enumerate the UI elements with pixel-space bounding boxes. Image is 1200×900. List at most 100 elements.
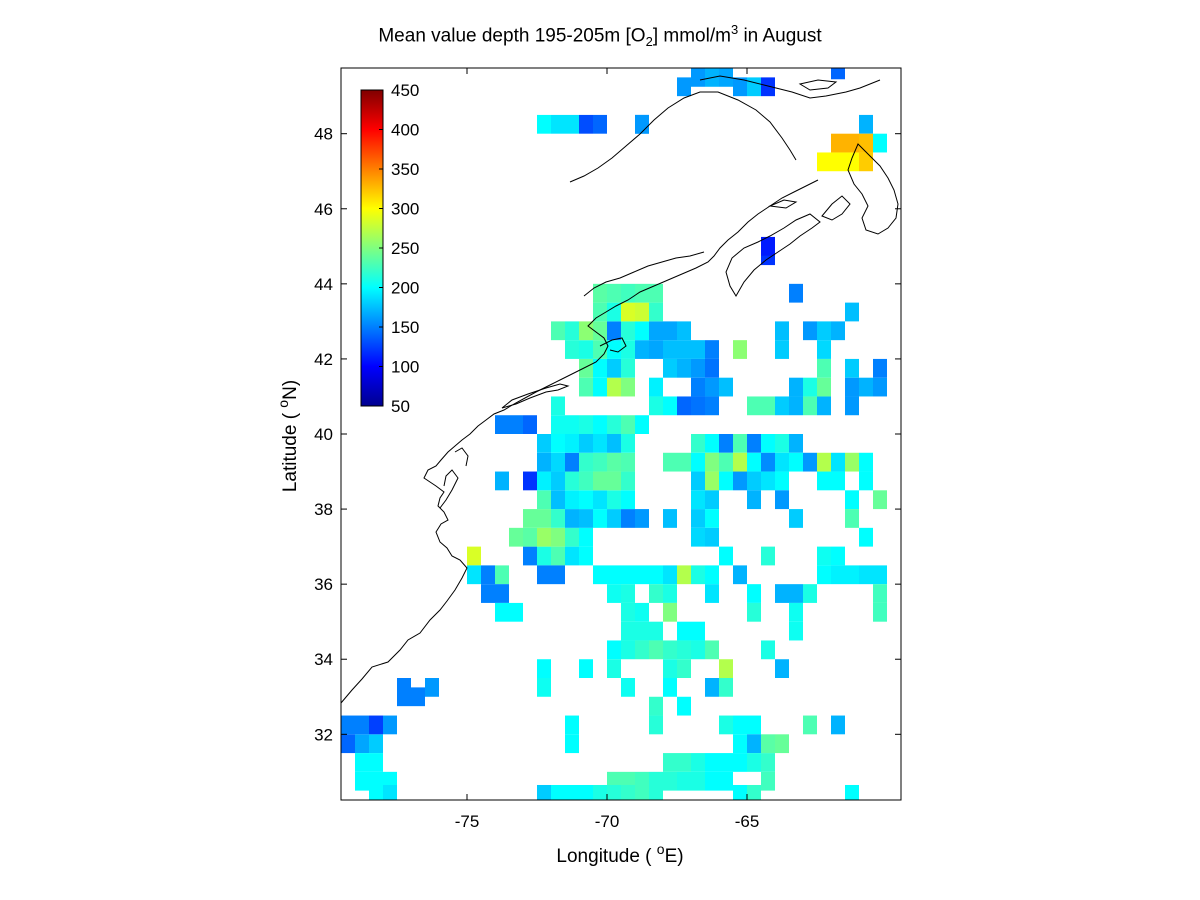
heatmap-cell xyxy=(635,509,649,528)
heatmap-cell xyxy=(747,471,761,491)
heatmap-cell xyxy=(705,753,719,772)
heatmap-cell xyxy=(621,434,635,453)
heatmap-cell xyxy=(803,452,817,472)
heatmap-cell xyxy=(621,784,635,800)
heatmap-cell xyxy=(649,340,663,359)
heatmap-cell xyxy=(537,527,551,547)
heatmap-cell xyxy=(579,377,593,397)
heatmap-cell xyxy=(691,527,705,547)
heatmap-cell xyxy=(621,377,635,397)
heatmap-cell xyxy=(523,527,537,547)
colorbar-tick-label: 300 xyxy=(391,200,419,219)
heatmap-cell xyxy=(859,452,873,472)
heatmap-cell xyxy=(873,133,887,153)
heatmap-cell xyxy=(593,509,607,528)
heatmap-cell xyxy=(579,452,593,472)
heatmap-cell xyxy=(873,565,887,585)
heatmap-cell xyxy=(733,734,747,754)
heatmap-cell xyxy=(523,509,537,528)
y-tick-label: 32 xyxy=(314,725,333,744)
heatmap-cell xyxy=(649,640,663,660)
heatmap-cell xyxy=(705,452,719,472)
heatmap-cell xyxy=(733,471,747,491)
heatmap-cell xyxy=(621,565,635,585)
heatmap-cell xyxy=(691,640,705,660)
heatmap-cell xyxy=(747,715,761,735)
heatmap-cell xyxy=(537,114,551,134)
heatmap-cell xyxy=(691,621,705,641)
heatmap-cell xyxy=(551,415,565,434)
heatmap-cell xyxy=(649,715,663,735)
y-tick-label: 42 xyxy=(314,350,333,369)
heatmap-cell xyxy=(607,509,621,528)
heatmap-cell xyxy=(341,715,355,735)
heatmap-cell xyxy=(523,471,537,491)
heatmap-cell xyxy=(607,321,621,341)
colorbar-tick-label: 450 xyxy=(391,81,419,100)
heatmap-cell xyxy=(537,509,551,528)
heatmap-cell xyxy=(495,602,509,622)
heatmap-cell xyxy=(621,415,635,434)
coastline-cape-cod xyxy=(599,337,627,353)
heatmap-cell xyxy=(873,358,887,378)
colorbar-tick-label: 100 xyxy=(391,358,419,377)
heatmap-cell xyxy=(719,715,733,735)
heatmap-cell xyxy=(845,396,859,416)
heatmap-cell xyxy=(565,452,579,472)
heatmap-cell xyxy=(733,340,747,359)
heatmap-cell xyxy=(523,415,537,434)
heatmap-cell xyxy=(509,527,523,547)
heatmap-cell xyxy=(635,565,649,585)
heatmap-cell xyxy=(859,133,873,153)
heatmap-cell xyxy=(817,340,831,359)
heatmap-cell xyxy=(803,377,817,397)
heatmap-cell xyxy=(621,678,635,697)
colorbar-tick-label: 150 xyxy=(391,318,419,337)
heatmap-cell xyxy=(607,452,621,472)
heatmap-cell xyxy=(635,602,649,622)
heatmap-cell xyxy=(859,377,873,397)
heatmap-cell xyxy=(677,340,691,359)
heatmap-cell xyxy=(579,527,593,547)
heatmap-cell xyxy=(831,133,845,153)
heatmap-cell xyxy=(663,452,677,472)
heatmap-cell xyxy=(719,678,733,697)
heatmap-cell xyxy=(691,358,705,378)
y-tick-label: 40 xyxy=(314,425,333,444)
heatmap-cell xyxy=(789,509,803,528)
heatmap-cell xyxy=(551,396,565,416)
heatmap-cell xyxy=(537,452,551,472)
heatmap-cell xyxy=(789,377,803,397)
heatmap-cell xyxy=(579,340,593,359)
heatmap-cell xyxy=(845,509,859,528)
heatmap-cell xyxy=(663,584,677,603)
heatmap-cell xyxy=(551,509,565,528)
heatmap-cell xyxy=(565,434,579,453)
heatmap-cell xyxy=(565,114,579,134)
heatmap-cell xyxy=(747,434,761,453)
heatmap-cell xyxy=(873,602,887,622)
heatmap-cell xyxy=(677,621,691,641)
heatmap-cell xyxy=(817,152,831,172)
heatmap-cell xyxy=(621,602,635,622)
heatmap-cell xyxy=(803,321,817,341)
heatmap-cell xyxy=(775,340,789,359)
y-tick-label: 38 xyxy=(314,500,333,519)
heatmap-cell xyxy=(579,659,593,678)
heatmap-cell xyxy=(873,490,887,510)
heatmap-cell xyxy=(761,734,775,754)
heatmap-cell xyxy=(621,509,635,528)
heatmap-cell xyxy=(719,377,733,397)
heatmap-cell xyxy=(691,452,705,472)
heatmap-cell xyxy=(649,565,663,585)
heatmap-cell xyxy=(705,584,719,603)
heatmap-cell xyxy=(551,114,565,134)
heatmap-cell xyxy=(467,565,481,585)
heatmap-cell xyxy=(789,602,803,622)
heatmap-cell xyxy=(761,77,775,97)
heatmap-cell xyxy=(691,471,705,491)
heatmap-cell xyxy=(593,471,607,491)
heatmap-cell xyxy=(691,434,705,453)
